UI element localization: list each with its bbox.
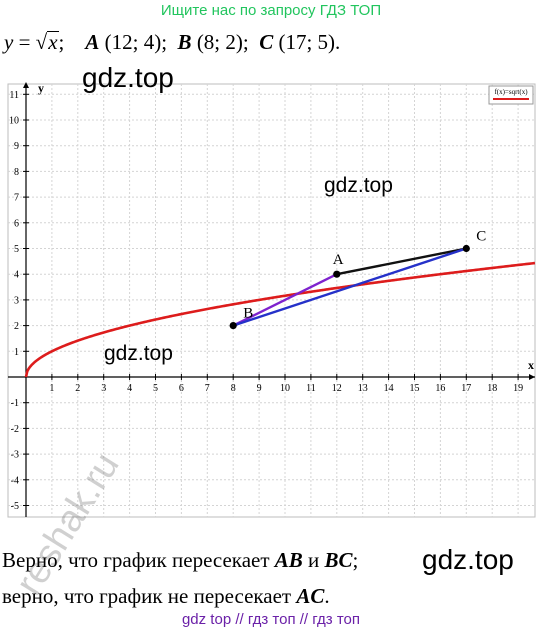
x-tick-label: 13 — [358, 383, 368, 394]
point-c-name: C — [259, 30, 274, 54]
x-tick-label: 17 — [461, 383, 471, 394]
y-tick-label: -2 — [11, 424, 19, 435]
point-a — [333, 270, 341, 278]
problem-statement: y = √x; A (12; 4); B (8; 2); C (17; 5). — [4, 30, 341, 54]
x-tick-label: 2 — [75, 383, 80, 394]
equals-sign: = — [13, 30, 36, 54]
point-label-c: C — [476, 229, 486, 245]
x-tick-label: 11 — [306, 383, 316, 394]
point-b-coords: (8; 2); — [196, 30, 249, 54]
x-tick-label: 5 — [153, 383, 158, 394]
point-label-b: B — [243, 306, 253, 322]
point-a-coords: (12; 4); — [104, 30, 168, 54]
bottom-watermark: gdz top // гдз топ // гдз топ — [181, 611, 361, 628]
x-axis-label: x — [528, 358, 534, 372]
y-tick-label: 7 — [14, 193, 19, 204]
x-tick-label: 9 — [257, 383, 262, 394]
answer-line-2: верно, что график не пересекает AC. — [2, 584, 330, 608]
y-tick-label: -4 — [11, 475, 19, 486]
answer-line-1: Верно, что график пересекает AB и BC; — [2, 548, 359, 572]
x-tick-label: 14 — [384, 383, 394, 394]
x-tick-label: 16 — [435, 383, 445, 394]
y-tick-label: 9 — [14, 141, 19, 152]
separator: ; — [58, 30, 65, 54]
top-banner: Ищите нас по запросу ГДЗ ТОП — [160, 2, 382, 19]
y-tick-label: -1 — [11, 398, 19, 409]
y-tick-label: 3 — [14, 295, 19, 306]
legend-label: f(x)=sqrt(x) — [494, 88, 528, 96]
y-tick-label: 1 — [14, 347, 19, 358]
x-tick-label: 10 — [280, 383, 290, 394]
point-a-name: A — [85, 30, 100, 54]
y-tick-label: 6 — [14, 218, 19, 229]
x-tick-label: 6 — [179, 383, 184, 394]
point-c-coords: (17; 5). — [278, 30, 341, 54]
watermark-2: gdz.top — [324, 174, 393, 197]
point-b-name: B — [177, 30, 192, 54]
y-axis-arrow — [23, 82, 29, 88]
watermark-4: gdz.top — [422, 544, 514, 575]
watermark-1: gdz.top — [82, 62, 174, 93]
y-tick-label: 4 — [14, 270, 19, 281]
y-tick-label: 2 — [14, 321, 19, 332]
segment-bc — [232, 247, 467, 327]
x-tick-label: 12 — [332, 383, 342, 394]
y-tick-label: 11 — [9, 90, 19, 101]
x-tick-label: 15 — [410, 383, 420, 394]
x-tick-label: 4 — [127, 383, 132, 394]
plot-frame — [7, 83, 536, 518]
sqrt-argument: x — [47, 30, 59, 54]
y-tick-label: 5 — [14, 244, 19, 255]
point-c — [462, 244, 470, 253]
segment-ab — [232, 273, 338, 327]
y-tick-label: -3 — [11, 450, 19, 461]
x-tick-label: 18 — [487, 383, 497, 394]
y-tick-label: 10 — [9, 116, 19, 127]
function-lhs: y — [4, 30, 14, 54]
point-b — [229, 322, 237, 330]
x-tick-label: 3 — [101, 383, 106, 394]
y-axis-label: y — [38, 81, 44, 95]
segment-ac — [336, 247, 467, 276]
point-label-a: A — [333, 252, 344, 268]
x-tick-label: 19 — [513, 383, 523, 394]
function-graph: xy 1 2 3 4 5 6 7 8 9 10 11 12 13 14 15 16 17 18 19-5-4-3-2… — [7, 81, 536, 518]
x-axis-arrow — [529, 374, 535, 380]
x-tick-label: 8 — [231, 383, 236, 394]
x-tick-label: 7 — [205, 383, 210, 394]
x-tick-label: 1 — [49, 383, 54, 394]
y-tick-label: -5 — [11, 501, 19, 512]
y-tick-label: 8 — [14, 167, 19, 178]
sqrt-curve — [24, 261, 536, 378]
watermark-3: gdz.top — [104, 342, 173, 365]
